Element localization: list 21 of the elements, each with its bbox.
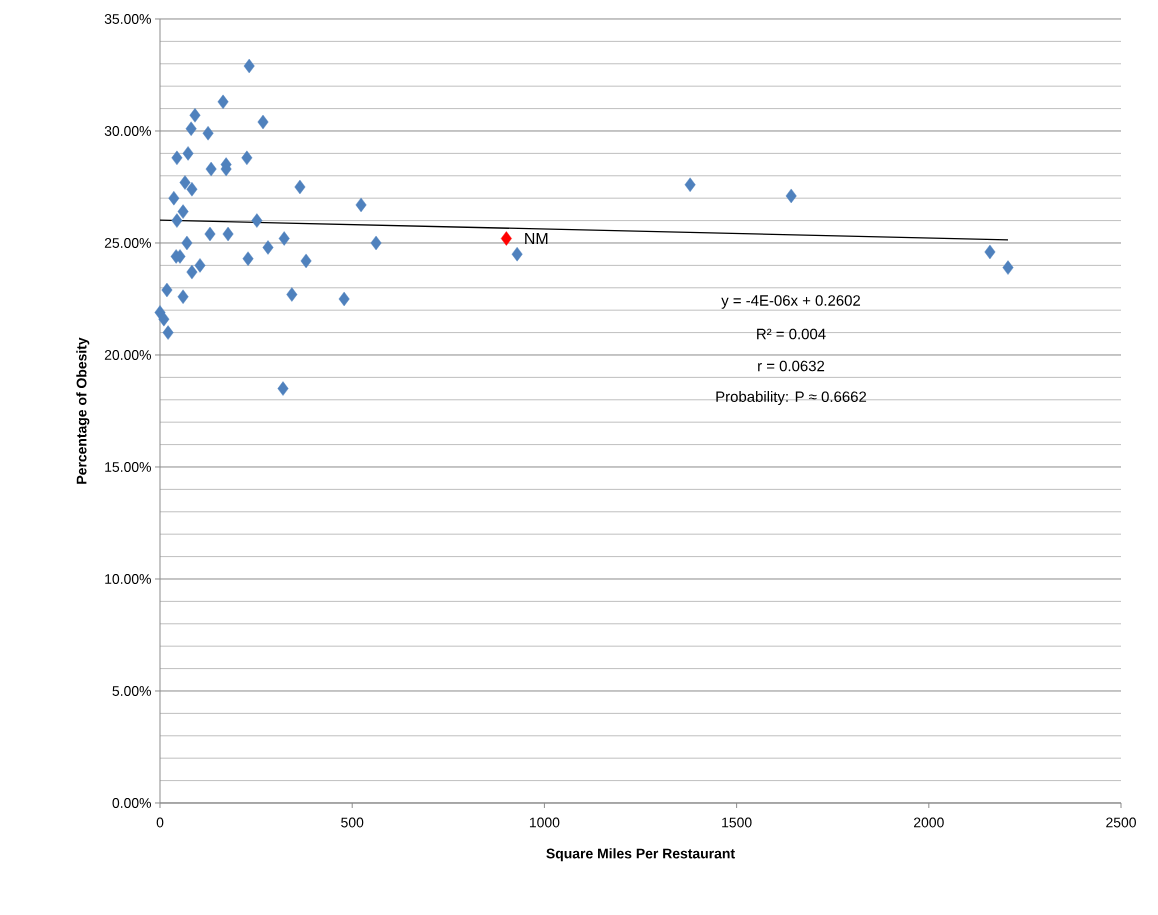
y-tick-label: 25.00%	[104, 238, 151, 248]
y-tick-label: 35.00%	[104, 14, 151, 24]
y-tick-label: 5.00%	[112, 686, 151, 696]
x-axis-title: Square Miles Per Restaurant	[546, 848, 735, 862]
y-tick-label: 15.00%	[105, 462, 151, 472]
x-tick-label: 2500	[1106, 817, 1136, 828]
y-tick-label: 30.00%	[104, 126, 151, 136]
x-tick-label: 500	[341, 817, 364, 828]
y-tick-label: 10.00%	[105, 574, 151, 584]
x-tick-label: 0	[156, 817, 164, 828]
series-label: NM	[525, 233, 548, 244]
annotation: Probability: P ≈ 0.6662	[716, 391, 867, 405]
x-tick-label: 1000	[529, 817, 560, 828]
y-tick-label: 0.00%	[112, 798, 151, 808]
y-axis-title: Percentage of Obesity	[76, 337, 90, 484]
annotation: R² = 0.004	[757, 328, 826, 340]
x-tick-label: 2000	[914, 817, 944, 828]
annotation: y = -4E-06x + 0.2602	[721, 295, 861, 309]
x-tick-label: 1500	[722, 817, 752, 828]
annotation: r = 0.0632	[758, 360, 825, 372]
y-tick-label: 20.00%	[104, 350, 151, 360]
